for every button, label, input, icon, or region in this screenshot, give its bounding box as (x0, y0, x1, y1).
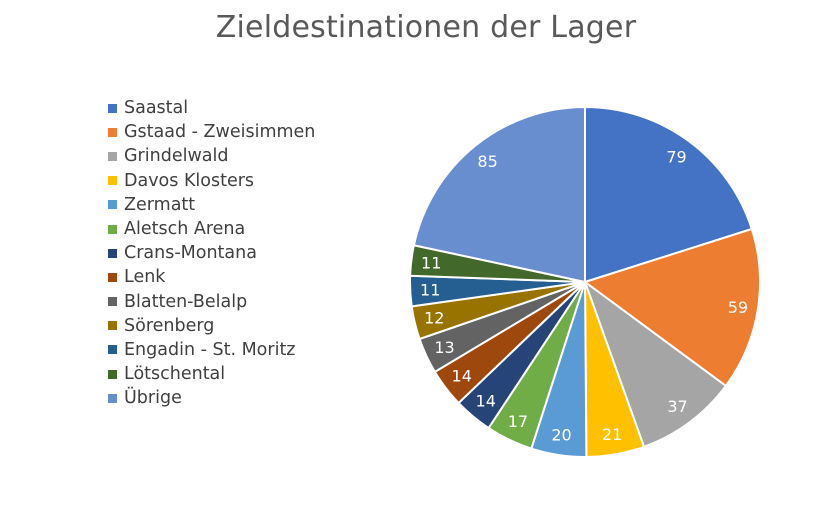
legend-swatch (108, 321, 117, 331)
legend-item-blatten-belalp: Blatten-Belalp (108, 290, 315, 314)
chart-title: Zieldestinationen der Lager (215, 10, 637, 45)
legend-label: Engadin - St. Moritz (124, 339, 296, 360)
legend-label: Crans-Montana (124, 243, 257, 264)
legend-item-saastal: Saastal (108, 96, 315, 120)
legend-label: Grindelwald (124, 146, 229, 167)
data-label: 59 (728, 298, 748, 317)
pie-slice (412, 106, 586, 283)
legend-label: Lötschental (124, 364, 226, 385)
data-label: 11 (421, 253, 441, 272)
legend-swatch (108, 103, 117, 113)
data-label: 12 (424, 309, 444, 328)
legend-item-aletsch-arena: Aletsch Arena (108, 217, 315, 241)
data-label: 11 (420, 281, 440, 300)
legend-item-soerenberg: Sörenberg (108, 314, 315, 338)
legend: Saastal Gstaad - Zweisimmen Grindelwald … (108, 96, 315, 410)
legend-label: Blatten-Belalp (124, 291, 248, 312)
data-label: 21 (602, 425, 622, 444)
data-label: 14 (476, 392, 496, 411)
legend-item-crans-montana: Crans-Montana (108, 241, 315, 265)
data-label: 14 (452, 367, 472, 386)
legend-swatch (108, 272, 117, 282)
data-label: 13 (434, 338, 454, 357)
legend-label: Aletsch Arena (124, 219, 246, 240)
data-label: 20 (551, 426, 571, 445)
legend-swatch (108, 127, 117, 137)
legend-swatch (108, 151, 117, 161)
legend-item-gstaad-zweisimmen: Gstaad - Zweisimmen (108, 120, 315, 144)
pie-slice (584, 106, 753, 283)
legend-label: Saastal (124, 98, 189, 119)
legend-label: Übrige (124, 388, 182, 409)
legend-item-lenk: Lenk (108, 265, 315, 289)
legend-item-loetschental: Lötschental (108, 362, 315, 386)
pie-slice (584, 281, 727, 448)
legend-swatch (108, 369, 117, 379)
legend-item-uebrige: Übrige (108, 386, 315, 410)
legend-item-engadin-st-moritz: Engadin - St. Moritz (108, 338, 315, 362)
legend-label: Zermatt (124, 194, 196, 215)
legend-swatch (108, 345, 117, 355)
legend-swatch (108, 248, 117, 258)
data-label: 85 (477, 152, 497, 171)
pie-slice (584, 227, 761, 387)
legend-swatch (108, 200, 117, 210)
legend-swatch (108, 176, 117, 186)
legend-swatch (108, 224, 117, 234)
legend-item-davos-klosters: Davos Klosters (108, 169, 315, 193)
data-label: 79 (666, 147, 686, 166)
data-label: 37 (667, 397, 687, 416)
legend-item-grindelwald: Grindelwald (108, 144, 315, 168)
legend-label: Lenk (124, 267, 166, 288)
legend-label: Davos Klosters (124, 170, 255, 191)
legend-label: Gstaad - Zweisimmen (124, 122, 316, 143)
legend-swatch (108, 393, 117, 403)
legend-label: Sörenberg (124, 315, 215, 336)
data-label: 17 (508, 412, 528, 431)
legend-swatch (108, 297, 117, 307)
legend-item-zermatt: Zermatt (108, 193, 315, 217)
